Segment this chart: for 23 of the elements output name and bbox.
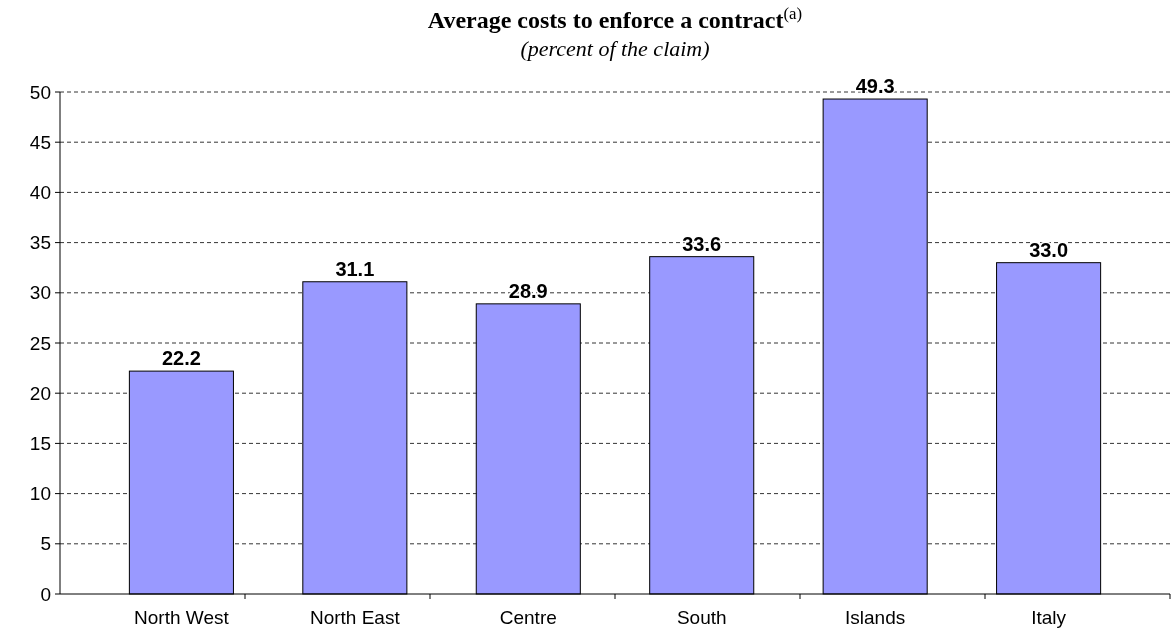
- x-tick-label: North West: [134, 607, 230, 628]
- y-tick-label: 5: [40, 533, 51, 555]
- chart-subtitle: (percent of the claim): [520, 36, 710, 61]
- y-tick-label: 35: [29, 232, 51, 254]
- y-tick-label: 50: [29, 81, 51, 103]
- y-tick-label: 0: [40, 583, 51, 605]
- y-tick-label: 20: [29, 382, 51, 404]
- x-tick-label: Islands: [845, 607, 906, 628]
- data-label: 31.1: [335, 257, 375, 280]
- x-tick-label: Centre: [499, 607, 557, 628]
- x-tick-label: Italy: [1031, 607, 1067, 628]
- y-tick-label: 45: [29, 131, 51, 153]
- data-label: 22.2: [161, 347, 201, 370]
- y-tick-label: 30: [29, 282, 51, 304]
- chart-title: Average costs to enforce a contract$^{(a)}$: [427, 3, 803, 33]
- data-label: 49.3: [855, 75, 895, 98]
- y-tick-label: 10: [29, 483, 51, 505]
- y-tick-label: 15: [29, 433, 51, 455]
- x-tick-label: South: [676, 607, 727, 628]
- y-tick-label: 40: [29, 182, 51, 204]
- y-tick-label: 25: [29, 332, 51, 354]
- data-label: 33.0: [1029, 238, 1069, 261]
- x-tick-label: North East: [309, 607, 401, 628]
